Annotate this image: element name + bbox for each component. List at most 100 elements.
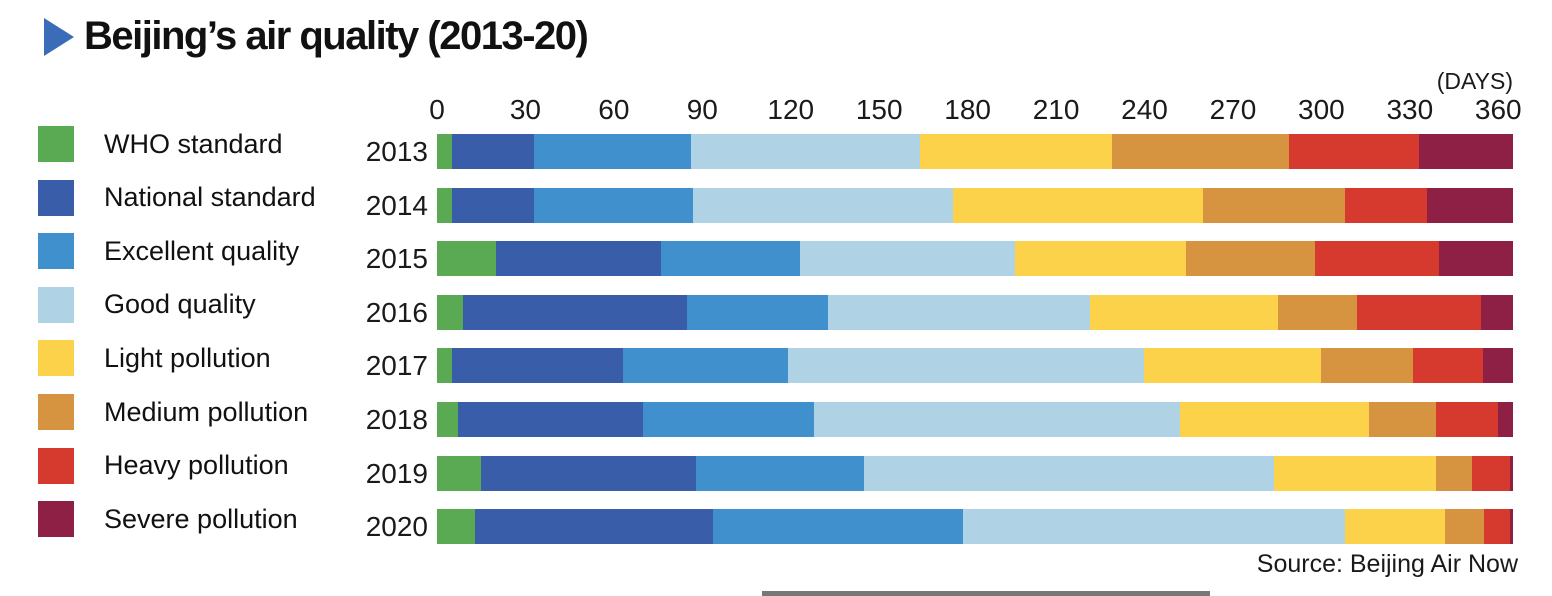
x-axis-tick-210: 210 bbox=[1032, 94, 1080, 125]
legend-label-severe-pollution: Severe pollution bbox=[104, 503, 298, 534]
segment-medium-pollution bbox=[1445, 509, 1484, 545]
segment-light-pollution bbox=[1089, 294, 1278, 330]
legend-swatch-who-standard bbox=[38, 126, 74, 162]
stacked-bar-2018 bbox=[437, 402, 1513, 437]
x-axis-tick-60: 60 bbox=[598, 94, 630, 125]
segment-light-pollution bbox=[1345, 509, 1446, 545]
x-axis-tick-30: 30 bbox=[509, 94, 542, 125]
segment-medium-pollution bbox=[1436, 455, 1472, 491]
segment-good-quality bbox=[690, 134, 921, 169]
segment-national-standard bbox=[451, 187, 535, 223]
legend-swatch-medium-pollution bbox=[38, 394, 74, 430]
segment-heavy-pollution bbox=[1471, 455, 1510, 491]
chart-row-2019: 2019 bbox=[0, 455, 1552, 491]
legend-item-national-standard: National standard bbox=[38, 179, 316, 216]
stacked-bar-2014 bbox=[437, 187, 1513, 223]
segment-good-quality bbox=[864, 455, 1275, 491]
stacked-bar-2016 bbox=[437, 294, 1513, 330]
year-label-2019: 2019 bbox=[365, 457, 428, 489]
legend-swatch-national-standard bbox=[38, 179, 74, 216]
chart-row-2020: 2020 bbox=[0, 509, 1552, 545]
segment-medium-pollution bbox=[1185, 241, 1316, 277]
segment-severe-pollution bbox=[1483, 348, 1513, 384]
legend-item-light-pollution: Light pollution bbox=[38, 340, 271, 377]
chart-row-2016: 2016 bbox=[0, 294, 1552, 330]
segment-excellent-quality bbox=[696, 455, 865, 491]
segment-excellent-quality bbox=[622, 348, 788, 384]
segment-light-pollution bbox=[1274, 455, 1437, 491]
segment-who-standard bbox=[437, 509, 476, 545]
x-axis-tick-0: 0 bbox=[429, 94, 445, 125]
segment-heavy-pollution bbox=[1344, 187, 1428, 223]
legend-label-excellent-quality: Excellent quality bbox=[104, 235, 300, 266]
segment-excellent-quality bbox=[643, 402, 815, 437]
segment-national-standard bbox=[495, 241, 662, 277]
x-axis-tick-150: 150 bbox=[855, 94, 903, 125]
year-label-2017: 2017 bbox=[365, 350, 428, 382]
segment-good-quality bbox=[693, 187, 953, 223]
source-note: Source: Beijing Air Now bbox=[1256, 550, 1518, 578]
title-block: Beijing’s air quality (2013-20) bbox=[44, 14, 589, 59]
segment-heavy-pollution bbox=[1315, 241, 1440, 277]
legend-label-who-standard: WHO standard bbox=[104, 128, 283, 159]
segment-national-standard bbox=[451, 348, 623, 384]
segment-good-quality bbox=[963, 509, 1346, 545]
legend-swatch-light-pollution bbox=[38, 340, 74, 377]
segment-who-standard bbox=[437, 348, 452, 384]
segment-severe-pollution bbox=[1418, 134, 1513, 169]
legend-label-good-quality: Good quality bbox=[104, 289, 256, 320]
year-label-2014: 2014 bbox=[365, 189, 428, 221]
segment-who-standard bbox=[437, 402, 458, 437]
segment-who-standard bbox=[437, 134, 452, 169]
legend-item-heavy-pollution: Heavy pollution bbox=[38, 447, 289, 484]
x-axis-tick-120: 120 bbox=[767, 94, 815, 125]
title-arrow-icon bbox=[44, 17, 74, 56]
x-axis-tick-270: 270 bbox=[1209, 94, 1257, 125]
segment-national-standard bbox=[463, 294, 687, 330]
segment-excellent-quality bbox=[534, 134, 691, 169]
year-label-2013: 2013 bbox=[365, 136, 428, 167]
chart-title: Beijing’s air quality (2013-20) bbox=[84, 14, 589, 58]
segment-severe-pollution bbox=[1439, 241, 1513, 277]
legend-item-who-standard: WHO standard bbox=[38, 126, 283, 162]
segment-who-standard bbox=[437, 187, 452, 223]
segment-excellent-quality bbox=[686, 294, 828, 330]
legend-item-excellent-quality: Excellent quality bbox=[38, 233, 300, 270]
chart-row-2015: 2015 bbox=[0, 241, 1552, 277]
chart-row-2017: 2017 bbox=[0, 348, 1552, 384]
legend-swatch-excellent-quality bbox=[38, 233, 74, 270]
x-axis-tick-330: 330 bbox=[1386, 94, 1434, 125]
year-label-2015: 2015 bbox=[365, 243, 428, 275]
segment-severe-pollution bbox=[1510, 509, 1513, 545]
segment-national-standard bbox=[481, 455, 697, 491]
year-label-2016: 2016 bbox=[365, 296, 428, 328]
x-axis-tick-240: 240 bbox=[1121, 94, 1168, 125]
segment-medium-pollution bbox=[1112, 134, 1289, 169]
legend-swatch-severe-pollution bbox=[38, 501, 74, 538]
legend-label-light-pollution: Light pollution bbox=[104, 342, 271, 373]
legend: WHO standard National standard Excellent q… bbox=[38, 0, 408, 596]
segment-medium-pollution bbox=[1277, 294, 1358, 330]
segment-excellent-quality bbox=[661, 241, 800, 277]
segment-excellent-quality bbox=[534, 187, 694, 223]
year-label-2020: 2020 bbox=[365, 511, 428, 543]
segment-who-standard bbox=[437, 241, 496, 277]
stacked-bar-2020 bbox=[437, 509, 1513, 545]
stacked-bar-2015 bbox=[437, 241, 1513, 277]
segment-good-quality bbox=[799, 241, 1015, 277]
x-axis-tick-300: 300 bbox=[1298, 94, 1345, 125]
segment-national-standard bbox=[475, 509, 714, 545]
segment-excellent-quality bbox=[713, 509, 964, 545]
bottom-crop-bar bbox=[762, 591, 1210, 596]
legend-label-heavy-pollution: Heavy pollution bbox=[104, 450, 289, 481]
segment-good-quality bbox=[787, 348, 1145, 384]
segment-severe-pollution bbox=[1427, 187, 1513, 223]
segment-heavy-pollution bbox=[1436, 402, 1499, 437]
stacked-bar-2017 bbox=[437, 348, 1513, 384]
segment-severe-pollution bbox=[1510, 455, 1513, 491]
segment-medium-pollution bbox=[1203, 187, 1345, 223]
stacked-bar-2019 bbox=[437, 455, 1513, 491]
chart-row-2018: 2018 bbox=[0, 402, 1552, 437]
